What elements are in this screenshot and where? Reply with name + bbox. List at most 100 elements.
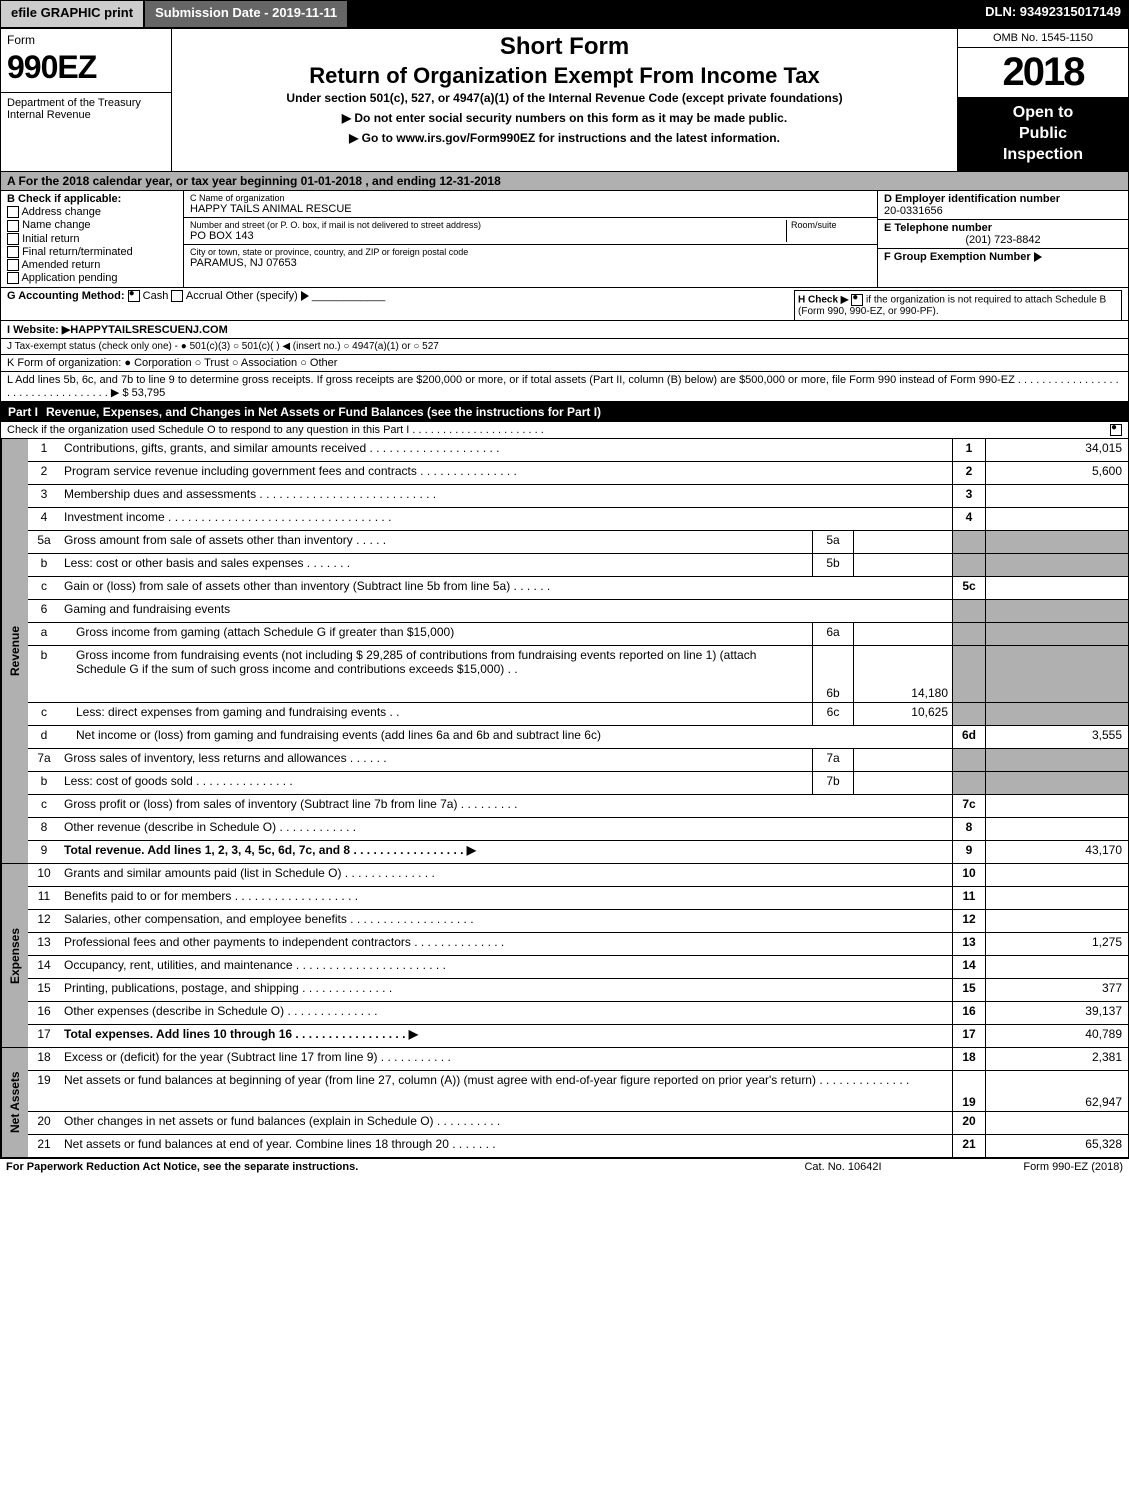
d-ein: D Employer identification number 20-0331… — [878, 191, 1128, 220]
cb-text: Amended return — [21, 259, 100, 271]
lamt: 65,328 — [985, 1135, 1128, 1157]
op2: Public — [1019, 125, 1067, 142]
header-right: OMB No. 1545-1150 2018 Open to Public In… — [957, 29, 1128, 171]
form-header: Form 990EZ Department of the Treasury In… — [0, 28, 1129, 172]
lsc: 6c — [812, 703, 854, 725]
ld: Investment income . . . . . . . . . . . … — [60, 508, 952, 530]
line-6d: dNet income or (loss) from gaming and fu… — [28, 726, 1128, 749]
line-10: 10Grants and similar amounts paid (list … — [28, 864, 1128, 887]
cb-text: Final return/terminated — [22, 246, 133, 258]
ein-value: 20-0331656 — [884, 205, 1122, 217]
l-gross-receipts: L Add lines 5b, 6c, and 7b to line 9 to … — [0, 372, 1129, 402]
lbn: 20 — [952, 1112, 985, 1134]
cb-final-return[interactable]: Final return/terminated — [7, 246, 177, 258]
row-a-tax-year: A For the 2018 calendar year, or tax yea… — [0, 172, 1129, 191]
lamt — [985, 818, 1128, 840]
other-text: Other (specify) — [226, 290, 298, 302]
accrual-checkbox[interactable] — [171, 290, 183, 302]
ld: Gross amount from sale of assets other t… — [60, 531, 812, 553]
ld: Occupancy, rent, utilities, and maintena… — [60, 956, 952, 978]
h-checkbox[interactable] — [851, 294, 863, 306]
line-21: 21Net assets or fund balances at end of … — [28, 1135, 1128, 1157]
b-label: B Check if applicable: — [7, 193, 177, 205]
revenue-table: Revenue 1Contributions, gifts, grants, a… — [0, 439, 1129, 864]
ld: Other revenue (describe in Schedule O) .… — [60, 818, 952, 840]
lamt — [985, 508, 1128, 530]
lsc: 7a — [812, 749, 854, 771]
f-group-exemption: F Group Exemption Number — [878, 249, 1128, 265]
ld: Other changes in net assets or fund bala… — [60, 1112, 952, 1134]
lbn: 18 — [952, 1048, 985, 1070]
line-5c: cGain or (loss) from sale of assets othe… — [28, 577, 1128, 600]
lamt: 2,381 — [985, 1048, 1128, 1070]
ld: Less: cost of goods sold . . . . . . . .… — [60, 772, 812, 794]
lbn-grey — [952, 554, 985, 576]
line-7c: cGross profit or (loss) from sales of in… — [28, 795, 1128, 818]
line-20: 20Other changes in net assets or fund ba… — [28, 1112, 1128, 1135]
ln: 21 — [28, 1135, 60, 1157]
ln: 11 — [28, 887, 60, 909]
ln: 15 — [28, 979, 60, 1001]
op1: Open to — [1013, 104, 1073, 121]
line-8: 8Other revenue (describe in Schedule O) … — [28, 818, 1128, 841]
lbn: 5c — [952, 577, 985, 599]
ld: Membership dues and assessments . . . . … — [60, 485, 952, 507]
lamt-grey — [985, 531, 1128, 553]
ln: 14 — [28, 956, 60, 978]
i-website: I Website: ▶HAPPYTAILSRESCUENJ.COM — [1, 320, 1128, 338]
cb-name-change[interactable]: Name change — [7, 219, 177, 231]
lbn: 17 — [952, 1025, 985, 1047]
ln: 17 — [28, 1025, 60, 1047]
cb-initial-return[interactable]: Initial return — [7, 233, 177, 245]
department-treasury: Department of the Treasury Internal Reve… — [1, 92, 171, 125]
ld: Printing, publications, postage, and shi… — [60, 979, 952, 1001]
net-assets-side-label: Net Assets — [1, 1048, 28, 1157]
ld: Gross income from gaming (attach Schedul… — [60, 623, 812, 645]
schedule-o-checkbox[interactable] — [1110, 424, 1122, 436]
lbn: 1 — [952, 439, 985, 461]
ln: 2 — [28, 462, 60, 484]
room-label: Room/suite — [791, 220, 871, 230]
lbn-grey — [952, 623, 985, 645]
part-i-header: Part I Revenue, Expenses, and Changes in… — [0, 402, 1129, 422]
cb-text: Name change — [22, 219, 91, 231]
lbn: 12 — [952, 910, 985, 932]
checkbox-icon — [7, 233, 19, 245]
cb-address-change[interactable]: Address change — [7, 206, 177, 218]
cb-amended-return[interactable]: Amended return — [7, 259, 177, 271]
checkbox-icon — [7, 259, 19, 271]
lbn: 19 — [952, 1071, 985, 1111]
ln: 20 — [28, 1112, 60, 1134]
ld: Gain or (loss) from sale of assets other… — [60, 577, 952, 599]
ln: 18 — [28, 1048, 60, 1070]
lbn: 8 — [952, 818, 985, 840]
line-2: 2Program service revenue including gover… — [28, 462, 1128, 485]
ld: Less: cost or other basis and sales expe… — [60, 554, 812, 576]
e-telephone: E Telephone number (201) 723-8842 — [878, 220, 1128, 249]
arrow1-text: Do not enter social security numbers on … — [354, 111, 787, 125]
cash-checkbox[interactable] — [128, 290, 140, 302]
lamt: 5,600 — [985, 462, 1128, 484]
form-number: 990EZ — [1, 49, 171, 92]
lbn: 11 — [952, 887, 985, 909]
lamt-grey — [985, 600, 1128, 622]
lamt — [985, 887, 1128, 909]
cb-text: Initial return — [22, 233, 79, 245]
section-ghij: G Accounting Method: Cash Accrual Other … — [0, 288, 1129, 355]
ln: c — [28, 577, 60, 599]
checkbox-icon — [7, 272, 19, 284]
cb-application-pending[interactable]: Application pending — [7, 272, 177, 284]
lbn: 6d — [952, 726, 985, 748]
ln: 4 — [28, 508, 60, 530]
line-6: 6Gaming and fundraising events — [28, 600, 1128, 623]
group-label: F Group Exemption Number — [884, 251, 1031, 263]
ln: b — [28, 772, 60, 794]
line-13: 13Professional fees and other payments t… — [28, 933, 1128, 956]
ln: c — [28, 703, 60, 725]
l-text: L Add lines 5b, 6c, and 7b to line 9 to … — [7, 374, 1119, 399]
line-3: 3Membership dues and assessments . . . .… — [28, 485, 1128, 508]
arrow2-text: Go to www.irs.gov/Form990EZ for instruct… — [362, 131, 780, 145]
triangle-icon — [1034, 252, 1042, 262]
efile-print-button[interactable]: efile GRAPHIC print — [0, 0, 144, 28]
line-19: 19Net assets or fund balances at beginni… — [28, 1071, 1128, 1112]
